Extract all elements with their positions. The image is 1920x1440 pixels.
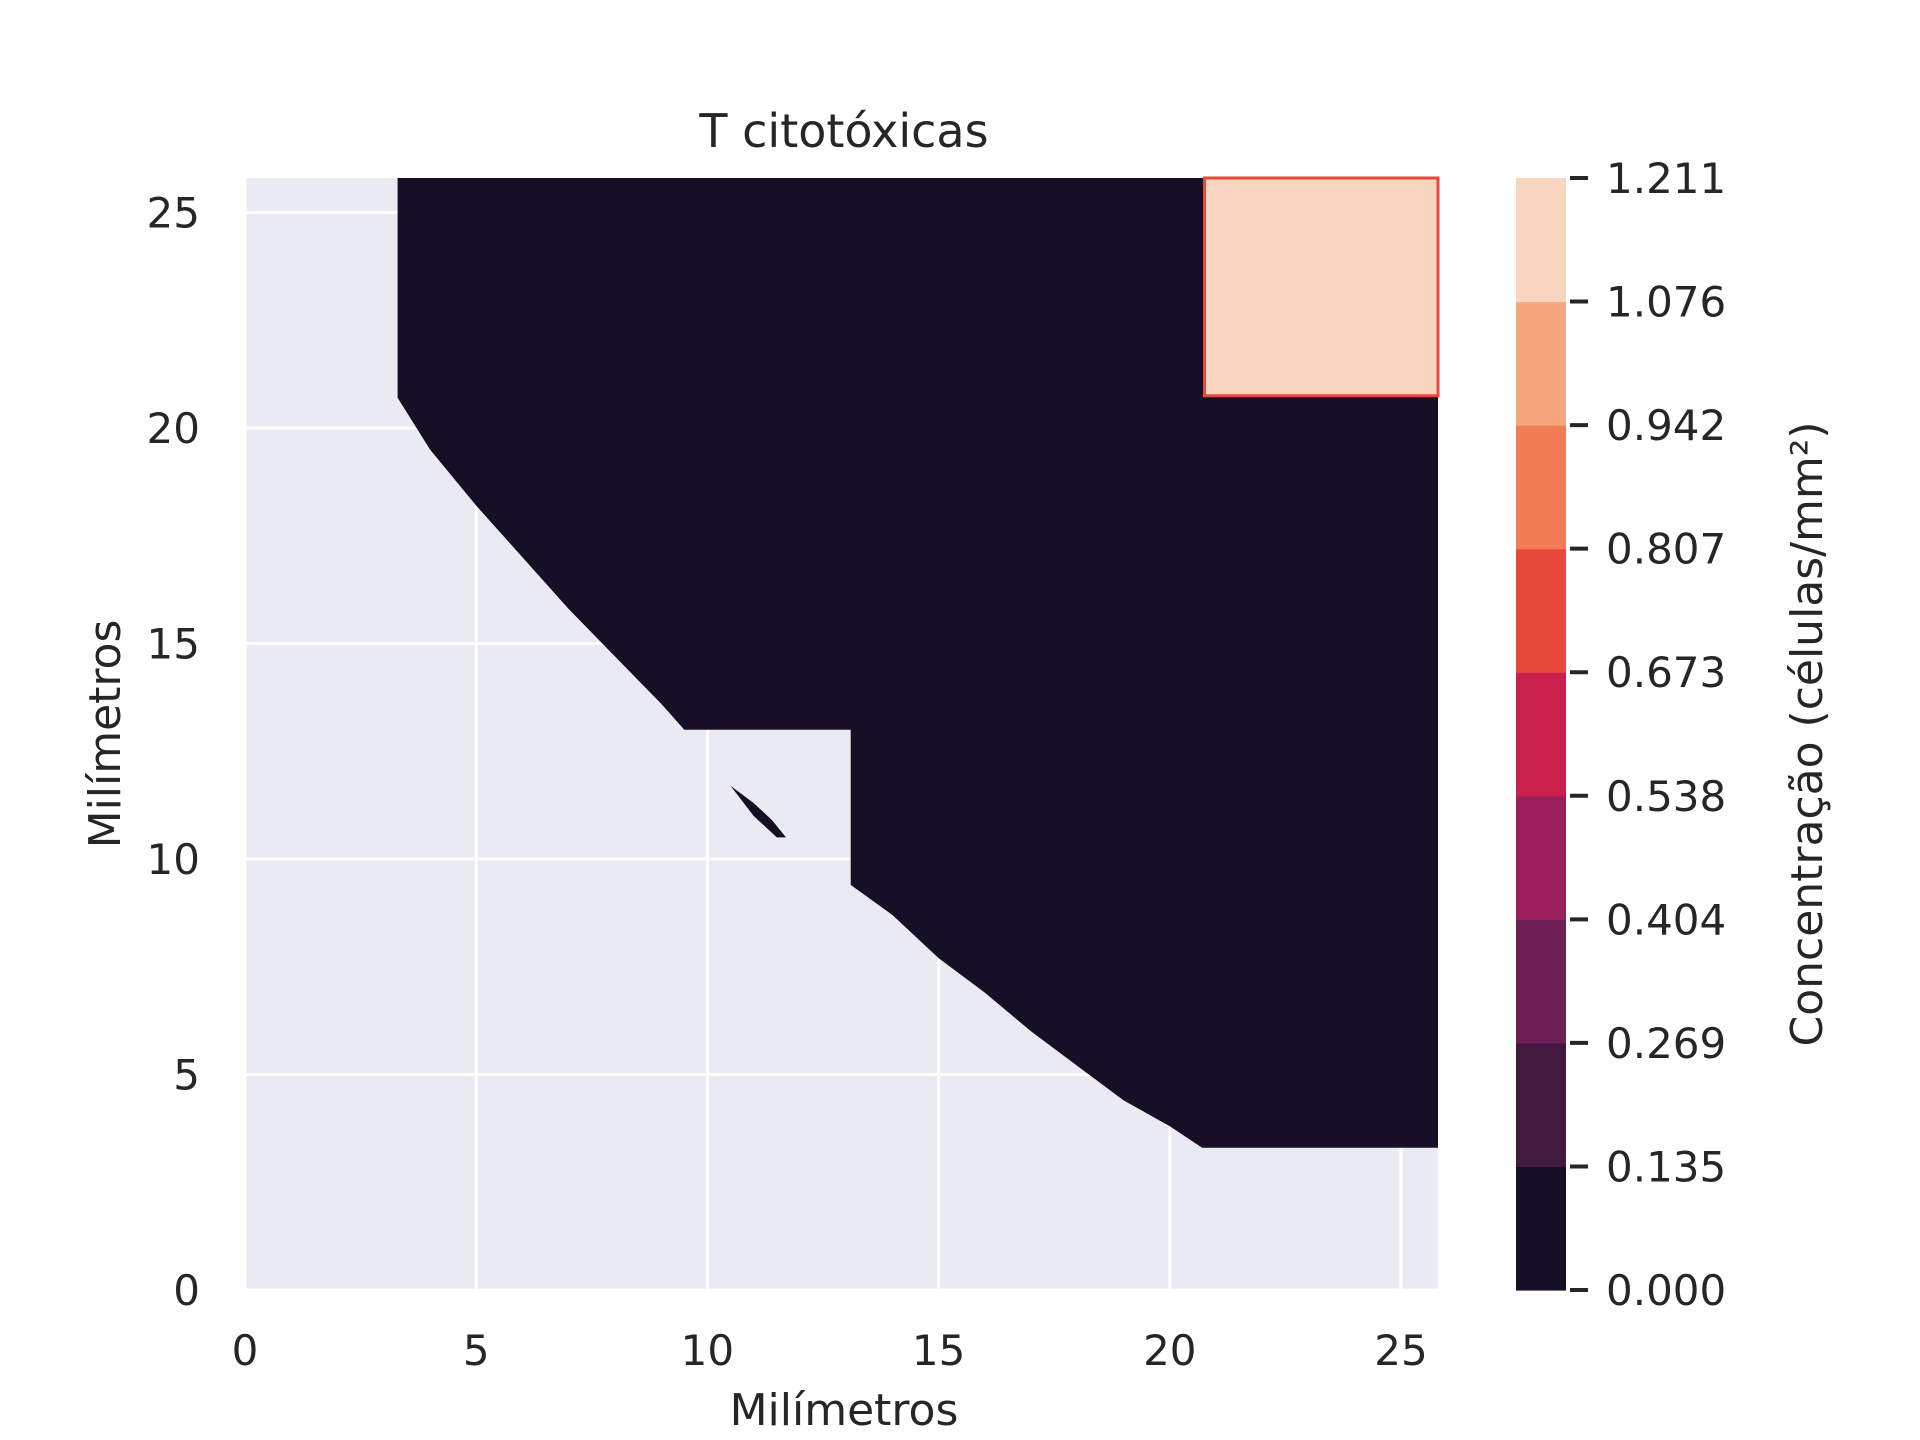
contour-region bbox=[730, 785, 786, 838]
colorbar-bands bbox=[1516, 178, 1566, 1291]
plot-area bbox=[243, 176, 1440, 1292]
x-tick-label: 0 bbox=[232, 1326, 259, 1375]
y-axis-label: Milímetros bbox=[80, 620, 131, 849]
colorbar-tick-label: 0.673 bbox=[1606, 648, 1726, 697]
colorbar-band bbox=[1516, 672, 1566, 797]
chart-title: T citotóxicas bbox=[698, 104, 988, 158]
colorbar-tick-label: 0.269 bbox=[1606, 1019, 1726, 1068]
colorbar-band bbox=[1516, 1166, 1566, 1291]
y-tick-label: 20 bbox=[147, 404, 200, 453]
colorbar-ticks: 0.000 0.135 0.269 0.404 0.538 0.673 0.807 0.942… bbox=[1570, 154, 1726, 1315]
contour-region bbox=[397, 178, 1439, 1148]
colorbar-tick-label: 0.404 bbox=[1606, 895, 1726, 944]
colorbar-band bbox=[1516, 795, 1566, 920]
contour-regions bbox=[397, 176, 1440, 1148]
colorbar-tick-label: 0.942 bbox=[1606, 401, 1726, 450]
y-axis-ticks: 0 5 10 15 20 25 bbox=[147, 188, 200, 1315]
y-tick-label: 5 bbox=[173, 1050, 200, 1099]
x-tick-label: 5 bbox=[463, 1326, 490, 1375]
colorbar-tick-label: 1.211 bbox=[1606, 154, 1726, 203]
x-tick-label: 15 bbox=[912, 1326, 965, 1375]
contour-region bbox=[1203, 176, 1440, 398]
x-tick-label: 10 bbox=[681, 1326, 734, 1375]
colorbar-band bbox=[1516, 1042, 1566, 1168]
y-tick-label: 25 bbox=[147, 188, 200, 237]
x-axis-ticks: 0 5 10 15 20 25 bbox=[232, 1326, 1428, 1375]
colorbar-band bbox=[1516, 178, 1566, 303]
colorbar-tick-label: 1.076 bbox=[1606, 278, 1726, 327]
x-tick-label: 20 bbox=[1143, 1326, 1196, 1375]
colorbar-tick-label: 0.807 bbox=[1606, 525, 1726, 574]
colorbar-band bbox=[1516, 425, 1566, 550]
colorbar-label: Concentração (células/mm²) bbox=[1782, 421, 1833, 1046]
colorbar-band bbox=[1516, 919, 1566, 1044]
y-tick-label: 15 bbox=[147, 619, 200, 668]
x-axis-label: Milímetros bbox=[730, 1385, 959, 1436]
colorbar-band bbox=[1516, 548, 1566, 673]
x-tick-label: 25 bbox=[1374, 1326, 1427, 1375]
y-tick-label: 0 bbox=[173, 1266, 200, 1315]
colorbar-tick-label: 0.538 bbox=[1606, 772, 1726, 821]
colorbar-band bbox=[1516, 301, 1566, 426]
colorbar-tick-label: 0.000 bbox=[1606, 1266, 1726, 1315]
y-tick-label: 10 bbox=[147, 835, 200, 884]
colorbar: 0.000 0.135 0.269 0.404 0.538 0.673 0.807 0.942… bbox=[1516, 154, 1833, 1315]
colorbar-tick-label: 0.135 bbox=[1606, 1142, 1726, 1191]
